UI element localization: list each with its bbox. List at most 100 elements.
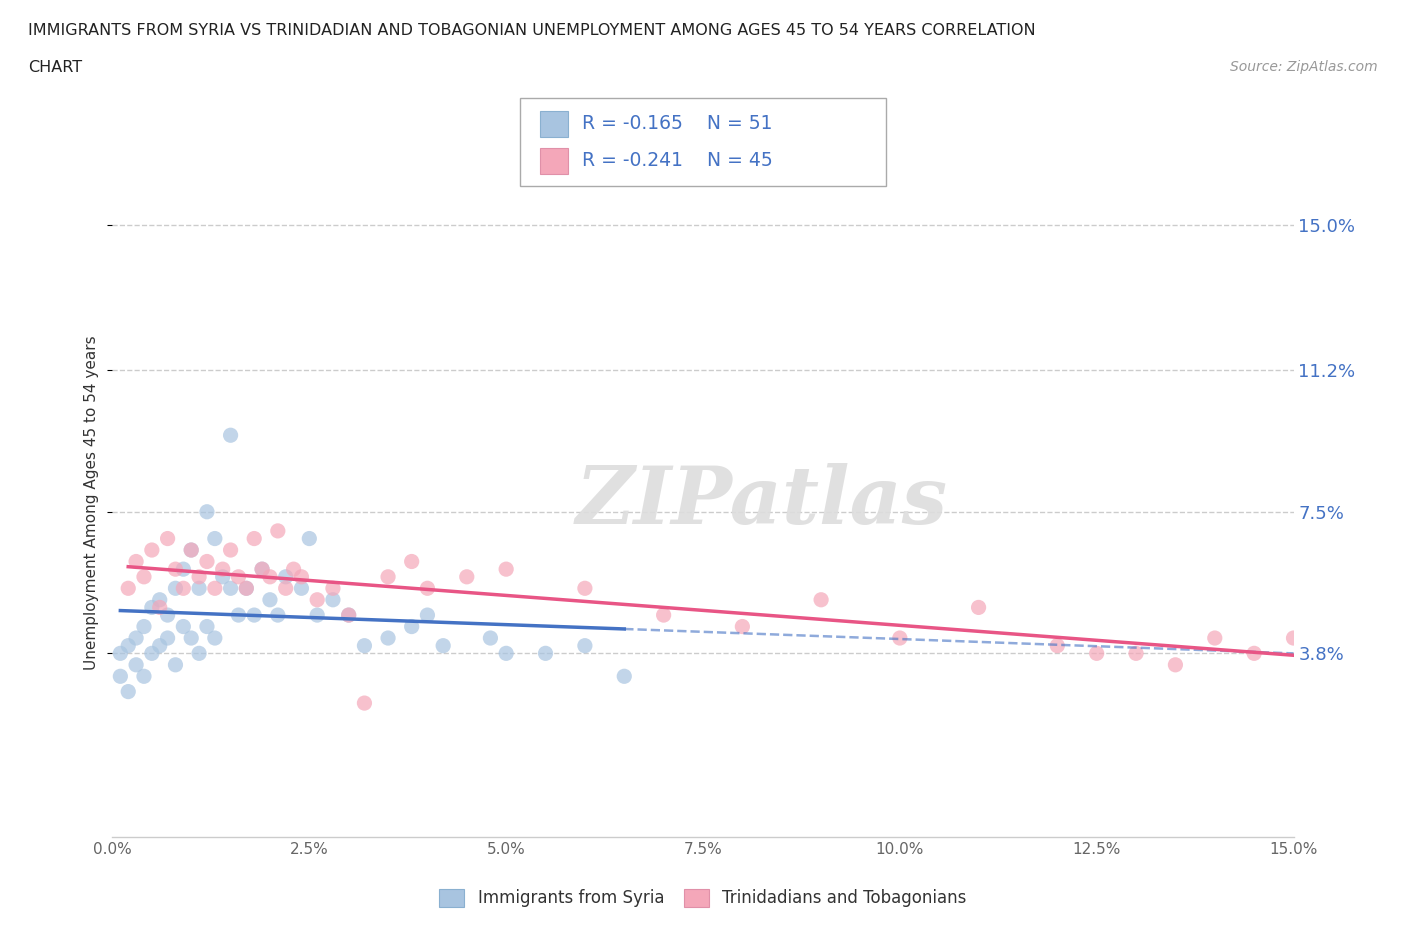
Point bbox=[195, 504, 218, 519]
Point bbox=[810, 592, 832, 607]
Point bbox=[1164, 658, 1187, 672]
Point bbox=[1243, 646, 1265, 661]
Point bbox=[274, 569, 297, 584]
Point bbox=[495, 562, 517, 577]
Point bbox=[195, 554, 218, 569]
Point bbox=[267, 524, 290, 538]
Point bbox=[125, 658, 148, 672]
Point bbox=[534, 646, 557, 661]
Point bbox=[125, 554, 148, 569]
Point bbox=[149, 600, 172, 615]
Point bbox=[180, 542, 202, 557]
Point bbox=[259, 592, 281, 607]
Point bbox=[243, 607, 266, 622]
Point bbox=[731, 619, 754, 634]
Point bbox=[149, 592, 172, 607]
Point bbox=[110, 646, 132, 661]
Point bbox=[967, 600, 990, 615]
Point bbox=[110, 669, 132, 684]
Y-axis label: Unemployment Among Ages 45 to 54 years: Unemployment Among Ages 45 to 54 years bbox=[84, 335, 100, 670]
Point bbox=[188, 569, 211, 584]
Point bbox=[337, 607, 360, 622]
Point bbox=[125, 631, 148, 645]
Point bbox=[204, 531, 226, 546]
Point bbox=[250, 562, 273, 577]
Point bbox=[228, 607, 250, 622]
Point bbox=[307, 592, 329, 607]
Point bbox=[574, 581, 596, 596]
Point bbox=[322, 581, 344, 596]
Point bbox=[204, 581, 226, 596]
Point bbox=[1204, 631, 1226, 645]
Point bbox=[141, 646, 163, 661]
Point bbox=[322, 592, 344, 607]
Point bbox=[156, 607, 179, 622]
Point bbox=[495, 646, 517, 661]
Point bbox=[195, 619, 218, 634]
Point bbox=[353, 696, 375, 711]
Text: CHART: CHART bbox=[28, 60, 82, 75]
Point bbox=[188, 646, 211, 661]
Point bbox=[416, 581, 439, 596]
Point bbox=[401, 554, 423, 569]
Point bbox=[274, 581, 297, 596]
Legend: Immigrants from Syria, Trinidadians and Tobagonians: Immigrants from Syria, Trinidadians and … bbox=[430, 881, 976, 916]
Point bbox=[219, 581, 242, 596]
Point bbox=[219, 428, 242, 443]
Point bbox=[243, 531, 266, 546]
Point bbox=[180, 631, 202, 645]
Point bbox=[290, 581, 312, 596]
Point bbox=[1282, 631, 1305, 645]
Point bbox=[141, 600, 163, 615]
Point bbox=[250, 562, 273, 577]
Point bbox=[290, 569, 312, 584]
Point bbox=[141, 542, 163, 557]
Point bbox=[180, 542, 202, 557]
Text: R = -0.165    N = 51: R = -0.165 N = 51 bbox=[582, 114, 772, 133]
Point bbox=[267, 607, 290, 622]
Point bbox=[204, 631, 226, 645]
Point bbox=[613, 669, 636, 684]
Point bbox=[132, 669, 155, 684]
Point bbox=[432, 638, 454, 653]
Point bbox=[149, 638, 172, 653]
Point bbox=[117, 581, 139, 596]
Point bbox=[652, 607, 675, 622]
Point bbox=[172, 562, 194, 577]
Point bbox=[235, 581, 257, 596]
Point bbox=[172, 619, 194, 634]
Point bbox=[337, 607, 360, 622]
Point bbox=[117, 684, 139, 699]
Text: IMMIGRANTS FROM SYRIA VS TRINIDADIAN AND TOBAGONIAN UNEMPLOYMENT AMONG AGES 45 T: IMMIGRANTS FROM SYRIA VS TRINIDADIAN AND… bbox=[28, 23, 1036, 38]
Point bbox=[1085, 646, 1108, 661]
Point bbox=[1125, 646, 1147, 661]
Point bbox=[235, 581, 257, 596]
Text: Source: ZipAtlas.com: Source: ZipAtlas.com bbox=[1230, 60, 1378, 74]
Point bbox=[259, 569, 281, 584]
Point bbox=[165, 658, 187, 672]
Point bbox=[353, 638, 375, 653]
Point bbox=[377, 569, 399, 584]
Point bbox=[219, 542, 242, 557]
Point bbox=[1046, 638, 1069, 653]
Point bbox=[479, 631, 502, 645]
Point bbox=[156, 631, 179, 645]
Point bbox=[165, 562, 187, 577]
Point bbox=[298, 531, 321, 546]
Point bbox=[188, 581, 211, 596]
Point bbox=[377, 631, 399, 645]
Point bbox=[172, 581, 194, 596]
Point bbox=[401, 619, 423, 634]
Point bbox=[283, 562, 305, 577]
Point bbox=[132, 619, 155, 634]
Point bbox=[416, 607, 439, 622]
Point bbox=[117, 638, 139, 653]
Text: R = -0.241    N = 45: R = -0.241 N = 45 bbox=[582, 152, 773, 170]
Text: ZIPatlas: ZIPatlas bbox=[576, 463, 948, 541]
Point bbox=[574, 638, 596, 653]
Point bbox=[165, 581, 187, 596]
Point bbox=[889, 631, 911, 645]
Point bbox=[132, 569, 155, 584]
Point bbox=[456, 569, 478, 584]
Point bbox=[228, 569, 250, 584]
